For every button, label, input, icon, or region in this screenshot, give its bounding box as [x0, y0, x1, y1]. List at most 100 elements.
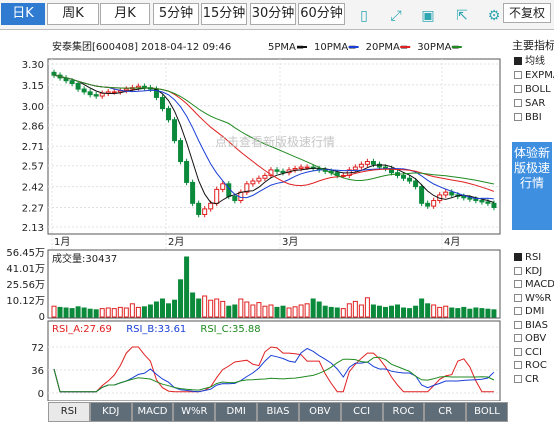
volume-bar — [57, 306, 63, 318]
checkbox[interactable] — [514, 361, 522, 369]
watermark-text: 点击查看新版极速行情 — [215, 135, 336, 149]
indicator-option-label: EXPMA — [525, 70, 554, 81]
price-adjust-button[interactable]: 不复权 — [503, 3, 551, 23]
candle-body — [123, 88, 129, 91]
indicator-tab[interactable]: MACD — [131, 402, 174, 422]
candle-body — [473, 198, 479, 202]
indicator-tab[interactable]: BOLL — [466, 402, 508, 422]
share-icon[interactable]: ⇱ — [456, 8, 468, 24]
volume-bar — [129, 303, 135, 318]
rsi-legend-label: RSI_C:35.88 — [200, 324, 260, 335]
sub-indicator-option[interactable]: W%R — [514, 293, 551, 305]
period-tab-0[interactable]: 日K — [1, 3, 45, 25]
checkbox[interactable] — [514, 253, 522, 261]
phone-icon[interactable]: ▯ — [360, 8, 368, 24]
volume-bar — [473, 307, 479, 318]
period-tab-5[interactable]: 30分钟 — [250, 3, 296, 25]
price-tick: 2.27 — [22, 203, 44, 214]
indicator-tab[interactable]: CR — [424, 402, 467, 422]
checkbox[interactable] — [514, 113, 522, 121]
candle-body — [425, 202, 431, 207]
sub-indicator-option[interactable]: ROC — [514, 360, 547, 372]
candle-body — [214, 188, 220, 204]
checkbox[interactable] — [514, 57, 522, 65]
candle-body — [75, 83, 81, 90]
indicator-tab[interactable]: W%R — [173, 402, 216, 422]
candle-body — [407, 177, 413, 182]
volume-bar — [135, 306, 141, 318]
volume-bar — [51, 305, 57, 318]
volume-tick: 41.01万 — [6, 264, 45, 275]
candle-body — [274, 169, 280, 172]
volume-bar — [310, 298, 316, 318]
main-indicator-option[interactable]: BOLL — [514, 84, 551, 96]
volume-bar — [449, 307, 455, 318]
checkbox[interactable] — [514, 280, 522, 288]
volume-bar — [117, 306, 123, 318]
save-icon[interactable]: ▣ — [421, 8, 435, 24]
sub-indicator-option[interactable]: OBV — [514, 333, 546, 345]
sub-indicator-option[interactable]: CR — [514, 374, 539, 386]
volume-bar — [99, 308, 105, 318]
indicator-tab[interactable]: BIAS — [257, 402, 299, 422]
sub-indicator-option[interactable]: KDJ — [514, 266, 542, 278]
checkbox[interactable] — [514, 71, 522, 79]
sub-indicator-option[interactable]: RSI — [514, 252, 541, 264]
candle-body — [159, 96, 165, 110]
indicator-tab[interactable]: ROC — [382, 402, 425, 422]
expand-icon[interactable]: ⤢ — [390, 8, 402, 24]
checkbox[interactable] — [514, 85, 522, 93]
stock-info: 安泰集团[600408] 2018-04-12 09:46 — [52, 40, 231, 53]
main-indicator-option[interactable]: SAR — [514, 98, 545, 110]
checkbox[interactable] — [514, 320, 522, 329]
volume-bar — [358, 304, 364, 318]
indicator-tab[interactable]: DMI — [215, 402, 258, 422]
volume-bar — [238, 298, 244, 318]
volume-bar — [147, 304, 153, 318]
main-indicator-option[interactable]: BBI — [514, 112, 542, 124]
sub-indicator-option[interactable]: CCI — [514, 347, 542, 359]
indicator-tab[interactable]: RSI — [48, 402, 90, 422]
candle-body — [244, 183, 250, 193]
checkbox[interactable] — [514, 374, 522, 383]
period-tab-2[interactable]: 月K — [100, 3, 150, 25]
period-tab-3[interactable]: 5分钟 — [153, 3, 199, 25]
volume-bar — [123, 307, 129, 318]
checkbox[interactable] — [514, 266, 522, 275]
indicator-tab[interactable]: KDJ — [89, 402, 132, 422]
candle-body — [166, 108, 172, 121]
indicator-option-label: SAR — [525, 98, 546, 109]
new-version-promo-button[interactable]: 体验新版极速行情 — [512, 142, 552, 230]
indicator-tab[interactable]: CCI — [340, 402, 383, 422]
main-indicator-option[interactable]: EXPMA — [514, 70, 554, 82]
volume-bar — [63, 307, 69, 318]
settings-icon[interactable]: ⚙ — [487, 8, 501, 24]
volume-bar — [105, 307, 111, 318]
candle-body — [449, 191, 455, 196]
main-indicator-option[interactable]: 均线 — [514, 56, 545, 68]
checkbox[interactable] — [514, 293, 522, 302]
sub-indicator-option[interactable]: DMI — [514, 306, 544, 318]
volume-bar — [166, 303, 172, 318]
volume-bar — [232, 304, 238, 318]
volume-bar — [304, 303, 310, 318]
indicator-option-label: MACD — [525, 279, 554, 290]
period-tab-4[interactable]: 15分钟 — [201, 3, 247, 25]
sub-indicator-option[interactable]: MACD — [514, 279, 554, 291]
sub-indicator-option[interactable]: BIAS — [514, 320, 548, 332]
volume-bar — [202, 295, 208, 318]
checkbox[interactable] — [514, 347, 522, 356]
indicator-tab[interactable]: OBV — [298, 402, 341, 422]
checkbox[interactable] — [514, 99, 522, 107]
period-tab-1[interactable]: 周K — [47, 3, 99, 25]
volume-tick: 10.12万 — [6, 296, 45, 307]
checkbox[interactable] — [514, 307, 522, 315]
ma-legend-label: 10PMA= — [314, 42, 357, 53]
checkbox[interactable] — [514, 334, 522, 342]
candle-body — [208, 202, 214, 210]
month-label: 4月 — [444, 236, 460, 248]
candle-body — [135, 85, 141, 89]
volume-tick: 56.45万 — [6, 248, 45, 259]
period-tab-6[interactable]: 60分钟 — [298, 3, 345, 25]
volume-bar — [340, 308, 346, 318]
